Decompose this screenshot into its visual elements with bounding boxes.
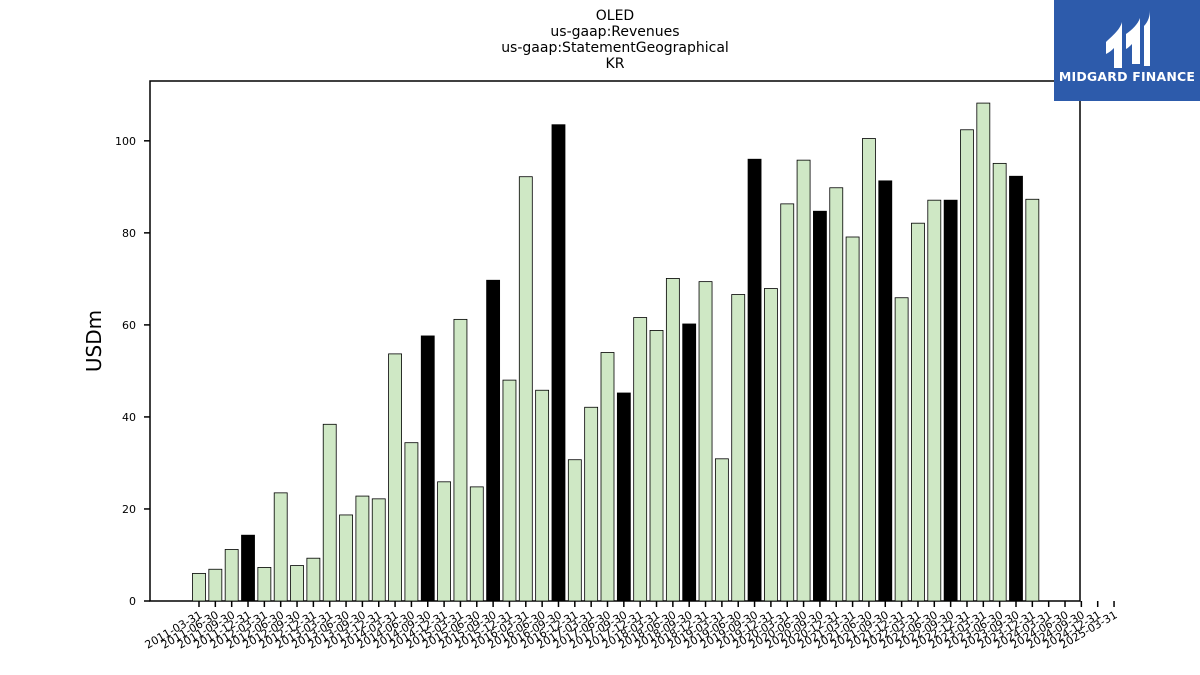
bar-2023-12-31 xyxy=(1025,198,1040,602)
bar-2019-03-31 xyxy=(714,458,729,602)
y-tick-label: 0 xyxy=(129,595,136,608)
bar-2017-06-30 xyxy=(600,352,615,602)
bar-2011-09-30 xyxy=(224,549,239,602)
bar-2023-09-30 xyxy=(1009,175,1023,602)
bar-2021-12-31 xyxy=(894,297,909,602)
bar-2012-06-30 xyxy=(273,492,288,602)
logo-text: MIDGARD FINANCE xyxy=(1058,69,1196,84)
bar-2023-06-30 xyxy=(992,162,1007,602)
bar-2017-09-30 xyxy=(616,392,631,602)
bar-2022-06-30 xyxy=(927,199,942,602)
bar-2013-06-30 xyxy=(339,514,353,602)
bar-2015-09-30 xyxy=(486,279,501,602)
y-tick-label: 100 xyxy=(115,135,136,148)
y-tick-label: 80 xyxy=(122,227,136,240)
chart-title-line-4: KR xyxy=(605,56,625,72)
bar-2013-09-30 xyxy=(355,495,370,602)
bar-2018-09-30 xyxy=(682,323,697,602)
bar-2018-12-31 xyxy=(698,281,713,602)
bar-2020-09-30 xyxy=(813,210,827,602)
y-axis-label: USDm xyxy=(82,310,106,372)
chart-title-line-2: us-gaap:Revenues xyxy=(550,24,680,40)
midgard-finance-logo: MIDGARD FINANCE xyxy=(1054,0,1200,101)
bar-2014-03-31 xyxy=(388,353,402,602)
bar-2022-09-30 xyxy=(943,199,958,602)
bar-2013-12-31 xyxy=(371,498,386,602)
bar-2014-06-30 xyxy=(404,442,419,602)
bar-2020-12-31 xyxy=(829,187,844,602)
bar-2018-06-30 xyxy=(665,278,680,602)
bar-2013-03-31 xyxy=(322,423,337,602)
bar-2021-03-31 xyxy=(845,236,860,602)
bar-2022-12-31 xyxy=(960,129,974,602)
bar-2021-09-30 xyxy=(878,180,893,602)
bar-2021-06-30 xyxy=(862,138,876,602)
bar-2011-03-31 xyxy=(192,572,206,602)
bar-2020-06-30 xyxy=(796,159,811,602)
bar-2015-12-31 xyxy=(502,379,517,602)
logo-mark-icon xyxy=(1106,10,1150,68)
bar-2015-06-30 xyxy=(469,486,484,602)
plot-frame xyxy=(149,80,1081,602)
bar-2023-03-31 xyxy=(976,102,991,602)
bar-2016-06-30 xyxy=(535,389,550,602)
y-tick-label: 20 xyxy=(122,503,136,516)
chart-title-line-3: us-gaap:StatementGeographical xyxy=(501,40,729,56)
bar-2012-09-30 xyxy=(290,565,304,602)
bar-2019-09-30 xyxy=(747,158,762,602)
bar-2014-12-31 xyxy=(437,481,452,602)
bar-2011-06-30 xyxy=(208,568,223,602)
bar-2022-03-31 xyxy=(911,222,925,602)
bar-2016-09-30 xyxy=(551,124,566,602)
bar-2019-12-31 xyxy=(764,288,778,602)
bar-2015-03-31 xyxy=(453,318,468,602)
bar-2016-03-31 xyxy=(518,176,533,602)
y-tick-label: 40 xyxy=(122,411,136,424)
bar-2019-06-30 xyxy=(731,294,746,602)
bar-2020-03-31 xyxy=(780,203,795,602)
bar-2011-12-31 xyxy=(241,534,255,602)
chart-title-line-1: OLED xyxy=(595,8,635,24)
bar-2016-12-31 xyxy=(567,459,582,602)
y-tick-label: 60 xyxy=(122,319,136,332)
bar-2017-12-31 xyxy=(633,317,648,602)
bar-2014-09-30 xyxy=(420,335,435,602)
bar-2017-03-31 xyxy=(584,406,599,602)
bar-2012-12-31 xyxy=(306,557,321,602)
bar-2012-03-31 xyxy=(257,567,272,602)
bar-2018-03-31 xyxy=(649,330,664,602)
